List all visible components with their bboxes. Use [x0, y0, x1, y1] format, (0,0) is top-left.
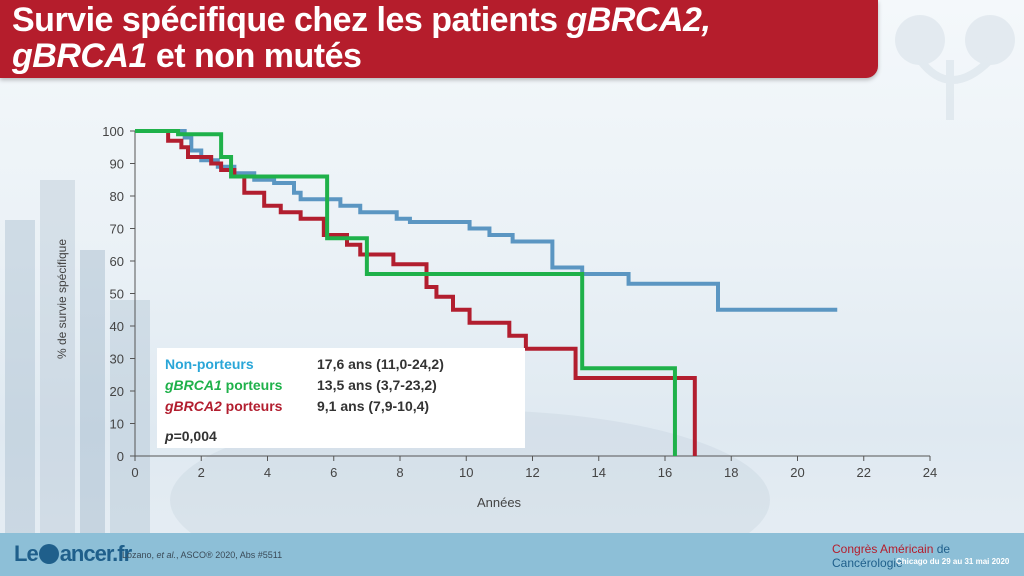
x-tick-label: 24	[923, 465, 937, 480]
background-skyline	[5, 180, 150, 540]
legend-value: 9,1 ans (7,9-10,4)	[317, 398, 430, 414]
y-axis-label: % de survie spécifique	[55, 239, 69, 359]
series-line-gbrca2-porteurs	[135, 129, 697, 456]
series-line-non-porteurs	[135, 129, 838, 312]
x-tick-label: 2	[198, 465, 205, 480]
y-tick-label: 30	[110, 352, 124, 367]
x-tick-label: 12	[525, 465, 539, 480]
title-text-3: gBRCA1	[12, 37, 147, 75]
chart-series	[135, 129, 838, 456]
series-line-gbrca1-porteurs	[135, 129, 677, 456]
reference: Lozano, et al., ASCO® 2020, Abs #5511	[122, 550, 283, 560]
legend-value: 17,6 ans (11,0-24,2)	[317, 356, 444, 372]
y-tick-label: 20	[110, 384, 124, 399]
logo-text-right: ancer.fr	[59, 541, 132, 566]
legend-name: gBRCA1 porteurs	[165, 377, 283, 393]
slide-title: Survie spécifique chez les patients gBRC…	[12, 1, 711, 75]
y-tick-label: 70	[110, 222, 124, 237]
footer-bar	[0, 533, 1024, 576]
legend-box: Non-porteurs 17,6 ans (11,0-24,2) gBRCA1…	[157, 348, 525, 448]
title-banner: Survie spécifique chez les patients gBRC…	[0, 0, 878, 78]
y-tick-label: 80	[110, 189, 124, 204]
y-tick-label: 50	[110, 287, 124, 302]
title-text-2: gBRCA2,	[566, 1, 711, 39]
x-tick-label: 4	[264, 465, 271, 480]
y-tick-label: 100	[102, 124, 124, 139]
lecancer-logo[interactable]: Le ancer.fr	[14, 541, 132, 567]
title-text-1: Survie spécifique chez les patients	[12, 1, 567, 39]
congress-name: Congrès Américain de Cancérologie	[832, 542, 951, 570]
background-decoration	[895, 15, 1015, 120]
y-tick-label: 90	[110, 157, 124, 172]
x-axis-label: Années	[477, 495, 522, 510]
y-tick-label: 40	[110, 319, 124, 334]
logo-text-left: Le	[14, 541, 39, 566]
x-tick-label: 0	[131, 465, 138, 480]
p-value: p=0,004	[165, 428, 217, 444]
legend-name: gBRCA2 porteurs	[165, 398, 283, 414]
legend-name: Non-porteurs	[165, 356, 254, 372]
y-tick-label: 10	[110, 417, 124, 432]
y-tick-label: 60	[110, 254, 124, 269]
x-tick-label: 16	[658, 465, 672, 480]
legend-value: 13,5 ans (3,7-23,2)	[317, 377, 437, 393]
congress-dates: Chicago du 29 au 31 mai 2020	[896, 557, 1010, 566]
x-tick-label: 8	[396, 465, 403, 480]
chart-axes: 0 2 4 6 8 10 12 14 16 18 20 22 240102030405060708090…	[102, 124, 937, 480]
x-tick-label: 10	[459, 465, 473, 480]
logo-c-icon	[38, 544, 59, 564]
x-tick-label: 22	[857, 465, 871, 480]
title-text-4: et non mutés	[146, 37, 362, 75]
x-tick-label: 14	[592, 465, 606, 480]
y-tick-label: 0	[117, 449, 124, 464]
x-tick-label: 18	[724, 465, 738, 480]
x-tick-label: 20	[790, 465, 804, 480]
x-tick-label: 6	[330, 465, 337, 480]
